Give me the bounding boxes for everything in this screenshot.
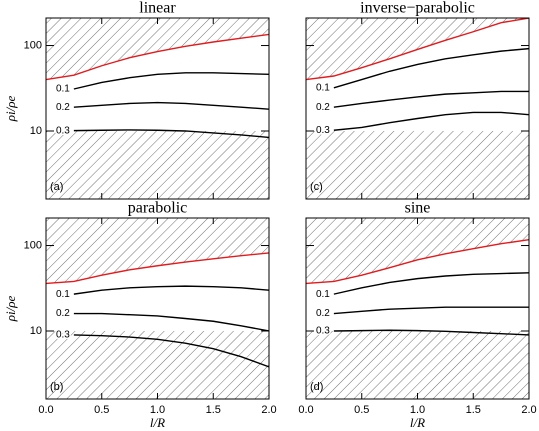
hatch-lower: [306, 330, 529, 399]
curve-label: 0.2: [56, 102, 70, 113]
curve: [333, 272, 529, 295]
plot-area: [306, 18, 529, 199]
title: sine: [405, 200, 431, 217]
curve-label: 0.3: [56, 125, 70, 136]
curve: [333, 90, 529, 108]
curve: [333, 329, 529, 336]
x-tick-label: 0.5: [354, 404, 369, 416]
x-tick-label: 1.0: [150, 404, 165, 416]
curve-label: 0.1: [56, 84, 70, 95]
curve-label: 0.3: [316, 125, 330, 136]
panel-label: (b): [50, 381, 63, 393]
curve-label: 0.2: [316, 102, 330, 113]
y-axis-label: ρi/ρe: [3, 96, 18, 123]
x-tick-label: 1.5: [206, 404, 221, 416]
curve-label: 0.2: [316, 308, 330, 319]
curve: [73, 101, 269, 110]
curve: [333, 111, 529, 131]
curve: [333, 47, 529, 89]
x-axis-label: l/R: [150, 415, 165, 430]
curve: [46, 252, 269, 285]
curve: [73, 334, 269, 368]
panel-label: (c): [310, 181, 323, 193]
title: linear: [139, 0, 176, 17]
curve-label: 0.1: [316, 289, 330, 300]
plot-area: [46, 18, 269, 199]
x-tick-label: 0.0: [298, 404, 313, 416]
y-tick-label: 100: [24, 239, 42, 251]
y-tick-label: 10: [30, 325, 42, 337]
y-tick-label: 10: [30, 125, 42, 137]
x-tick-label: 0.0: [38, 404, 53, 416]
curve-label: 0.3: [316, 326, 330, 337]
hatch-upper: [46, 18, 269, 80]
curve: [46, 33, 269, 81]
hatch-lower: [46, 330, 269, 399]
curve: [306, 239, 529, 285]
title: inverse−parabolic: [360, 0, 475, 17]
hatch-lower: [46, 130, 269, 199]
curve: [73, 72, 269, 90]
curve: [306, 18, 529, 81]
hatch-upper: [306, 218, 529, 284]
x-tick-label: 2.0: [521, 404, 536, 416]
curve: [73, 129, 269, 139]
x-tick-label: 2.0: [261, 404, 276, 416]
plot-area: [46, 218, 269, 399]
x-axis-label: l/R: [410, 415, 425, 430]
curve-label: 0.1: [56, 289, 70, 300]
panel-label: (a): [50, 181, 63, 193]
y-tick-label: 100: [24, 39, 42, 51]
x-tick-label: 1.5: [466, 404, 481, 416]
hatch-upper: [46, 218, 269, 284]
y-axis-label: ρi/ρe: [3, 296, 18, 323]
curve: [73, 285, 269, 295]
title: parabolic: [128, 200, 188, 217]
curve-label: 0.3: [56, 330, 70, 341]
hatch-lower: [306, 130, 529, 199]
plot-area: [306, 218, 529, 399]
curve: [333, 306, 529, 315]
panel-label: (d): [310, 381, 323, 393]
curve: [73, 312, 269, 332]
x-tick-label: 0.5: [94, 404, 109, 416]
x-tick-label: 1.0: [410, 404, 425, 416]
curve-label: 0.1: [316, 82, 330, 93]
curve-label: 0.2: [56, 308, 70, 319]
